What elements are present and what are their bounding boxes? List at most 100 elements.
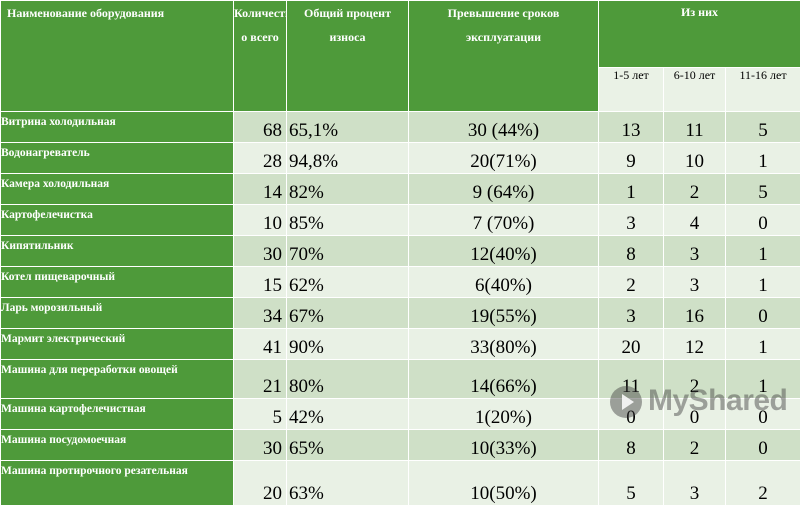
row-y1: 3 xyxy=(599,298,664,329)
row-wear: 94,8% xyxy=(287,143,409,174)
row-y2: 3 xyxy=(664,461,726,506)
row-wear: 63% xyxy=(287,461,409,506)
row-y3: 0 xyxy=(726,430,800,461)
header-count: Количеств о всего xyxy=(234,1,287,112)
row-name: Машина для переработки овощей xyxy=(1,360,234,399)
row-name: Витрина холодильная xyxy=(1,112,234,143)
subheader-11-16: 11-16 лет xyxy=(726,68,800,112)
header-name: Наименование оборудования xyxy=(1,1,234,112)
header-of-them: Из них xyxy=(599,1,800,68)
row-y1: 3 xyxy=(599,205,664,236)
row-y1: 2 xyxy=(599,267,664,298)
row-y2: 3 xyxy=(664,236,726,267)
row-wear: 62% xyxy=(287,267,409,298)
row-y3: 0 xyxy=(726,205,800,236)
row-y2: 3 xyxy=(664,267,726,298)
row-wear: 67% xyxy=(287,298,409,329)
row-y3: 0 xyxy=(726,399,800,430)
row-count: 15 xyxy=(234,267,287,298)
row-y3: 2 xyxy=(726,461,800,506)
table-row: Машина для переработки овощей 21 80% 14(… xyxy=(1,360,800,399)
row-name: Камера холодильная xyxy=(1,174,234,205)
row-y2: 16 xyxy=(664,298,726,329)
row-wear: 85% xyxy=(287,205,409,236)
row-wear: 90% xyxy=(287,329,409,360)
row-y1: 5 xyxy=(599,461,664,506)
row-y1: 0 xyxy=(599,399,664,430)
row-wear: 65,1% xyxy=(287,112,409,143)
table-row: Камера холодильная 14 82% 9 (64%) 1 2 5 xyxy=(1,174,800,205)
row-y2: 0 xyxy=(664,399,726,430)
row-y3: 5 xyxy=(726,174,800,205)
row-y1: 8 xyxy=(599,430,664,461)
row-y1: 8 xyxy=(599,236,664,267)
row-y3: 5 xyxy=(726,112,800,143)
row-y3: 0 xyxy=(726,298,800,329)
row-overdue: 9 (64%) xyxy=(409,174,599,205)
row-count: 14 xyxy=(234,174,287,205)
row-count: 28 xyxy=(234,143,287,174)
row-y2: 10 xyxy=(664,143,726,174)
row-y3: 1 xyxy=(726,360,800,399)
row-overdue: 20(71%) xyxy=(409,143,599,174)
header-wear: Общий процент износа xyxy=(287,1,409,112)
table-row: Ларь морозильный 34 67% 19(55%) 3 16 0 xyxy=(1,298,800,329)
row-name: Мармит электрический xyxy=(1,329,234,360)
table-row: Машина протирочного резательная 20 63% 1… xyxy=(1,461,800,506)
row-y2: 2 xyxy=(664,360,726,399)
row-wear: 70% xyxy=(287,236,409,267)
row-y1: 11 xyxy=(599,360,664,399)
row-count: 68 xyxy=(234,112,287,143)
row-y3: 1 xyxy=(726,329,800,360)
row-wear: 42% xyxy=(287,399,409,430)
row-y1: 9 xyxy=(599,143,664,174)
table-row: Картофелечистка 10 85% 7 (70%) 3 4 0 xyxy=(1,205,800,236)
row-count: 30 xyxy=(234,236,287,267)
table-row: Машина посудомоечная 30 65% 10(33%) 8 2 … xyxy=(1,430,800,461)
table-row: Кипятильник 30 70% 12(40%) 8 3 1 xyxy=(1,236,800,267)
row-name: Машина посудомоечная xyxy=(1,430,234,461)
row-name: Водонагреватель xyxy=(1,143,234,174)
row-count: 5 xyxy=(234,399,287,430)
row-wear: 80% xyxy=(287,360,409,399)
row-y2: 4 xyxy=(664,205,726,236)
row-y2: 11 xyxy=(664,112,726,143)
row-overdue: 12(40%) xyxy=(409,236,599,267)
row-name: Кипятильник xyxy=(1,236,234,267)
header-overdue: Превышение сроков эксплуатации xyxy=(409,1,599,112)
subheader-6-10: 6-10 лет xyxy=(664,68,726,112)
row-count: 30 xyxy=(234,430,287,461)
row-y1: 1 xyxy=(599,174,664,205)
row-y2: 2 xyxy=(664,174,726,205)
row-overdue: 19(55%) xyxy=(409,298,599,329)
table-row: Котел пищеварочный 15 62% 6(40%) 2 3 1 xyxy=(1,267,800,298)
row-y3: 1 xyxy=(726,236,800,267)
row-y2: 12 xyxy=(664,329,726,360)
row-name: Котел пищеварочный xyxy=(1,267,234,298)
row-wear: 65% xyxy=(287,430,409,461)
row-y2: 2 xyxy=(664,430,726,461)
row-name: Картофелечистка xyxy=(1,205,234,236)
table-row: Водонагреватель 28 94,8% 20(71%) 9 10 1 xyxy=(1,143,800,174)
table-row: Машина картофелечистная 5 42% 1(20%) 0 0… xyxy=(1,399,800,430)
row-count: 10 xyxy=(234,205,287,236)
row-count: 34 xyxy=(234,298,287,329)
row-wear: 82% xyxy=(287,174,409,205)
row-y1: 20 xyxy=(599,329,664,360)
row-name: Ларь морозильный xyxy=(1,298,234,329)
row-overdue: 33(80%) xyxy=(409,329,599,360)
row-count: 21 xyxy=(234,360,287,399)
row-y3: 1 xyxy=(726,143,800,174)
table-row: Мармит электрический 41 90% 33(80%) 20 1… xyxy=(1,329,800,360)
subheader-1-5: 1-5 лет xyxy=(599,68,664,112)
row-count: 41 xyxy=(234,329,287,360)
row-y3: 1 xyxy=(726,267,800,298)
table-row: Витрина холодильная 68 65,1% 30 (44%) 13… xyxy=(1,112,800,143)
row-overdue: 1(20%) xyxy=(409,399,599,430)
row-y1: 13 xyxy=(599,112,664,143)
row-overdue: 7 (70%) xyxy=(409,205,599,236)
row-name: Машина протирочного резательная xyxy=(1,461,234,506)
row-count: 20 xyxy=(234,461,287,506)
row-overdue: 6(40%) xyxy=(409,267,599,298)
